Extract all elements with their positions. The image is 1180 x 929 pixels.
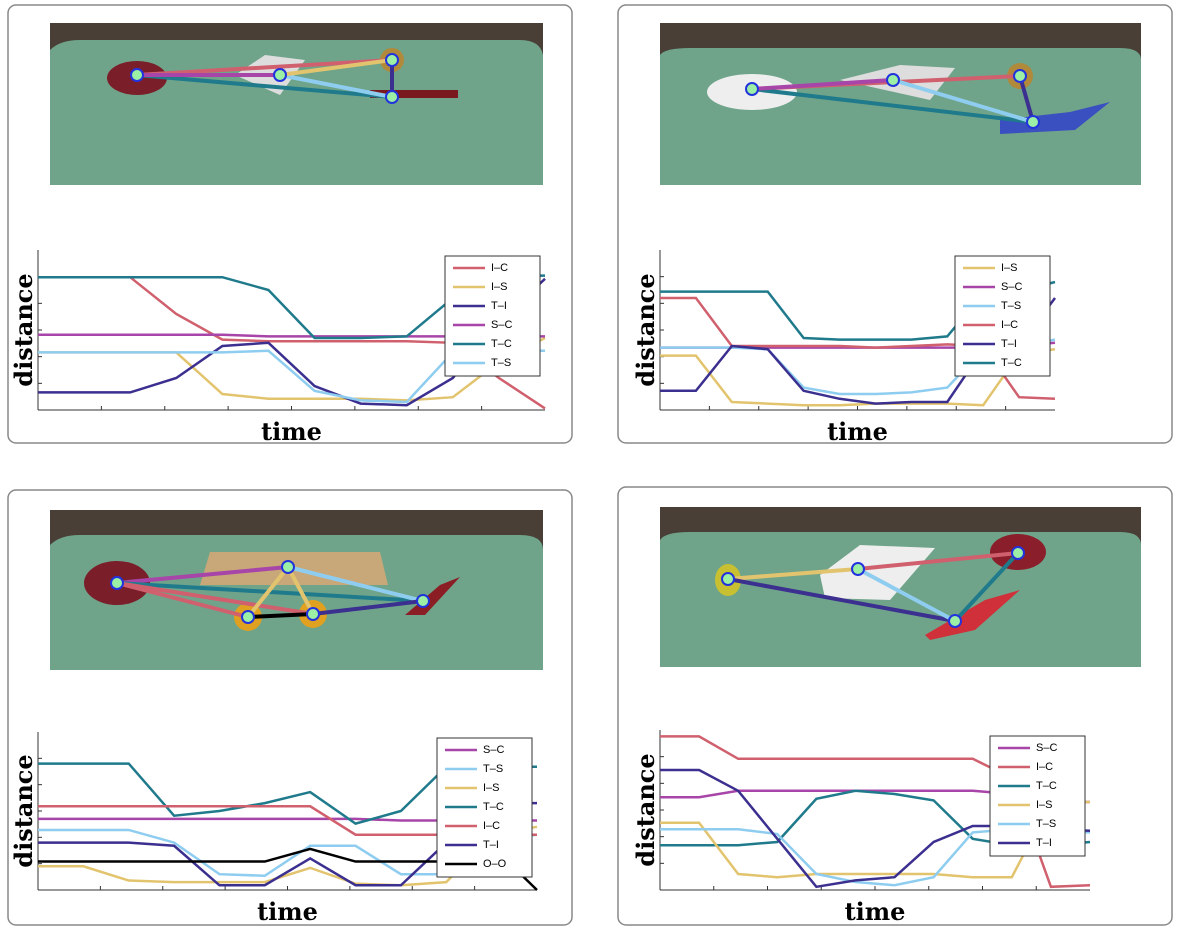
legend-label: T–I bbox=[491, 300, 507, 312]
legend-label: I–C bbox=[1036, 761, 1053, 773]
scene-photo bbox=[50, 510, 543, 670]
legend-label: T–C bbox=[491, 338, 512, 350]
legend-label: I–C bbox=[1001, 319, 1018, 331]
legend-label: I–S bbox=[491, 281, 508, 293]
legend-label: T–I bbox=[1036, 837, 1052, 849]
scene-photo bbox=[50, 23, 543, 185]
legend-label: S–C bbox=[483, 744, 504, 756]
legend-label: I–C bbox=[491, 262, 508, 274]
x-axis-label: time bbox=[827, 417, 888, 446]
legend-label: I–S bbox=[483, 782, 500, 794]
legend-label: I–C bbox=[483, 820, 500, 832]
legend-label: S–C bbox=[491, 319, 512, 331]
scene-photo bbox=[660, 23, 1141, 185]
y-axis-label: distance bbox=[9, 754, 38, 867]
legend-label: S–C bbox=[1001, 281, 1022, 293]
x-axis-label: time bbox=[261, 417, 322, 446]
legend-label: T–S bbox=[491, 357, 511, 369]
legend-label: T–I bbox=[483, 839, 499, 851]
legend-label: O–O bbox=[483, 858, 507, 870]
x-axis-label: time bbox=[257, 897, 318, 926]
legend-label: S–C bbox=[1036, 742, 1057, 754]
legend-label: T–C bbox=[1036, 780, 1057, 792]
legend-label: T–S bbox=[483, 763, 503, 775]
y-axis-label: distance bbox=[9, 273, 38, 386]
y-axis-label: distance bbox=[631, 273, 660, 386]
y-axis-label: distance bbox=[631, 753, 660, 866]
figure: time distance I–C I–S T–I S–C T–C T–S time distan… bbox=[0, 0, 1180, 929]
legend-label: I–S bbox=[1001, 262, 1018, 274]
x-axis-label: time bbox=[845, 897, 906, 926]
legend-label: I–S bbox=[1036, 799, 1053, 811]
page: {"chart_data":[ {"type":"line","x_label"… bbox=[0, 0, 1180, 929]
legend-label: T–C bbox=[483, 801, 504, 813]
legend-label: T–I bbox=[1001, 338, 1017, 350]
legend-label: T–C bbox=[1001, 357, 1022, 369]
legend-label: T–S bbox=[1001, 300, 1021, 312]
legend-label: T–S bbox=[1036, 818, 1056, 830]
scene-photo bbox=[660, 507, 1141, 667]
